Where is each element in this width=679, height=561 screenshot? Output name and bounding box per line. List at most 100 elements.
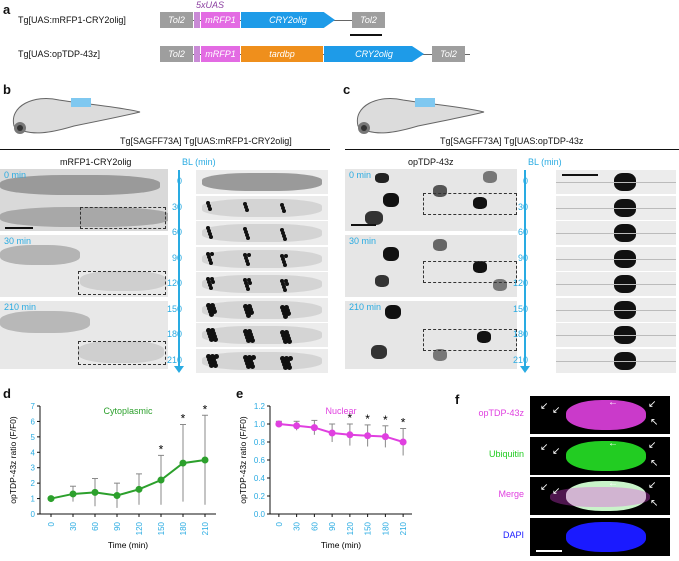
x-axis-label: Time (min) bbox=[108, 540, 148, 550]
strip-frame-b-60 bbox=[196, 221, 328, 245]
arrow-icon: ↖ bbox=[650, 457, 659, 469]
channel-image-ubiquitin: ↙ ↙ ← ↙ ↖ bbox=[530, 436, 670, 475]
channel-image-dapi bbox=[530, 517, 670, 556]
arrow-icon: ↙ bbox=[540, 401, 549, 412]
x-tick-label: 90 bbox=[113, 521, 122, 530]
x-tick-label: 210 bbox=[399, 521, 408, 535]
micrograph-b-30: 30 min bbox=[0, 235, 168, 297]
y-tick-label: 0.6 bbox=[254, 456, 266, 465]
strip-time-label-c-180: 180 bbox=[512, 329, 528, 339]
y-axis-label: opTDP-43z ratio (F/F0) bbox=[8, 416, 18, 504]
strip-frame-b-0 bbox=[196, 170, 328, 194]
y-axis-label: opTDP-43z ratio (F/F0) bbox=[238, 416, 248, 504]
construct2: Tol2 mRFP1 tardbp CRY2olig Tol2 bbox=[160, 46, 480, 62]
strip-frame-c-0 bbox=[556, 170, 676, 194]
construct1-mrfp1: mRFP1 bbox=[201, 12, 240, 28]
y-tick-label: 5 bbox=[31, 433, 36, 442]
construct1-name: Tg[UAS:mRFP1-CRY2olig] bbox=[18, 15, 126, 25]
image-title-b: mRFP1-CRY2olig bbox=[60, 157, 132, 167]
y-tick-label: 1 bbox=[31, 495, 36, 504]
strip-time-label-c-150: 150 bbox=[512, 303, 528, 314]
chart-title: Nuclear bbox=[325, 406, 356, 416]
strip-time-label-b-60: 60 bbox=[171, 227, 182, 237]
y-tick-label: 4 bbox=[31, 448, 36, 457]
channel-image-optdp-43z: ↙ ↙ ← ↙ ↖ bbox=[530, 396, 670, 434]
x-tick-label: 30 bbox=[293, 521, 302, 530]
arrow-icon: ↙ bbox=[552, 405, 561, 416]
data-point bbox=[346, 431, 354, 439]
data-point bbox=[91, 488, 99, 496]
micrograph-b-0: 0 min bbox=[0, 169, 168, 231]
strip-time-label-b-0: 0 bbox=[176, 176, 182, 186]
strip-time-label-c-90: 90 bbox=[517, 252, 528, 263]
significance-star: * bbox=[348, 411, 353, 425]
significance-star: * bbox=[181, 412, 186, 426]
construct1-tol2-left: Tol2 bbox=[160, 12, 193, 28]
x-tick-label: 120 bbox=[135, 521, 144, 535]
x-tick-label: 150 bbox=[157, 521, 166, 535]
uas-label: 5xUAS bbox=[196, 0, 225, 10]
x-tick-label: 0 bbox=[47, 521, 56, 526]
data-point bbox=[69, 490, 77, 498]
significance-star: * bbox=[365, 412, 370, 426]
strip-time-label-b-180: 180 bbox=[166, 329, 182, 339]
data-point bbox=[47, 495, 55, 503]
arrow-icon: ↙ bbox=[540, 482, 549, 493]
data-point bbox=[381, 433, 389, 441]
strip-frame-b-150 bbox=[196, 297, 328, 322]
strip-time-label-c-210: 210 bbox=[512, 354, 528, 365]
construct1-cry2olig: CRY2olig bbox=[241, 12, 335, 28]
strip-time-label-b-120: 120 bbox=[166, 278, 182, 288]
data-point bbox=[275, 420, 283, 428]
construct2-name: Tg[UAS:opTDP-43z] bbox=[18, 49, 101, 59]
strip-time-label-c-120: 120 bbox=[512, 278, 528, 288]
strip-frame-b-30 bbox=[196, 195, 328, 220]
channel-label-dapi: DAPI bbox=[502, 529, 524, 540]
strip-time-label-c-60: 60 bbox=[517, 227, 528, 237]
genotype-b: Tg[SAGFF73A] Tg[UAS:mRFP1-CRY2olig] bbox=[120, 136, 292, 146]
strip-frame-c-120 bbox=[556, 272, 676, 296]
data-point bbox=[179, 459, 187, 467]
y-tick-label: 0.4 bbox=[254, 474, 266, 483]
arrow-icon: ← bbox=[608, 437, 618, 449]
strip-time-label-c-30: 30 bbox=[517, 201, 528, 212]
y-tick-label: 1.2 bbox=[254, 402, 266, 411]
arrow-icon: ← bbox=[608, 397, 618, 408]
data-point bbox=[364, 432, 372, 440]
y-tick-label: 1.0 bbox=[254, 420, 266, 429]
y-tick-label: 3 bbox=[31, 464, 36, 473]
data-point bbox=[328, 429, 336, 437]
data-point bbox=[157, 476, 165, 484]
x-tick-label: 90 bbox=[328, 521, 337, 530]
strip-frame-b-180 bbox=[196, 323, 328, 347]
arrow-icon: ↙ bbox=[540, 441, 549, 453]
strip-time-label-b-30: 30 bbox=[171, 201, 182, 212]
chart-cytoplasmic: 0 1 2 3 4 5 6 7 0 30 60 90 120 150 180 210 opTDP-43z rat… bbox=[8, 402, 216, 550]
time-label-b-0: 0 min bbox=[4, 170, 27, 180]
data-point bbox=[293, 422, 301, 430]
panel-e-label: e bbox=[236, 386, 244, 401]
x-tick-label: 180 bbox=[179, 521, 188, 535]
y-tick-label: 2 bbox=[31, 479, 36, 488]
strip-frame-b-90 bbox=[196, 246, 328, 271]
time-label-b-210: 210 min bbox=[4, 302, 37, 312]
zebrafish-larva-c bbox=[356, 98, 485, 134]
data-point bbox=[310, 424, 318, 432]
channel-label-optdp-43z: opTDP-43z bbox=[478, 408, 524, 418]
strip-frame-c-60 bbox=[556, 221, 676, 245]
x-tick-label: 180 bbox=[381, 521, 390, 535]
construct2-tol2-left: Tol2 bbox=[160, 46, 193, 62]
bl-label-b: BL (min) bbox=[182, 157, 216, 167]
arrow-icon: ↖ bbox=[650, 498, 659, 509]
strip-frame-c-180 bbox=[556, 323, 676, 347]
image-title-c: opTDP-43z bbox=[408, 157, 454, 167]
channel-label-merge: Merge bbox=[498, 489, 524, 499]
construct2-cry2olig: CRY2olig bbox=[324, 46, 424, 62]
arrow-icon: ↙ bbox=[648, 439, 657, 451]
construct2-tardbp: tardbp bbox=[241, 46, 323, 62]
strip-time-label-b-90: 90 bbox=[171, 252, 182, 263]
x-tick-label: 60 bbox=[91, 521, 100, 530]
panel-b-label: b bbox=[3, 82, 11, 97]
time-arrow-b bbox=[178, 170, 180, 368]
y-tick-label: 0.2 bbox=[254, 492, 266, 501]
